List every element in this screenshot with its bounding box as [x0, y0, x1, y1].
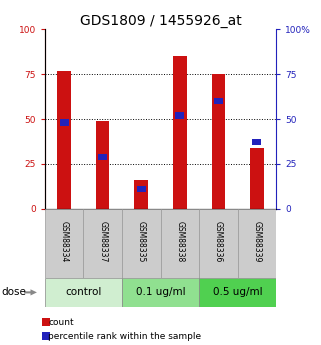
- Bar: [122, 209, 160, 278]
- Bar: [212, 74, 225, 209]
- Text: GSM88336: GSM88336: [214, 221, 223, 263]
- Bar: [160, 209, 199, 278]
- Text: control: control: [65, 287, 102, 297]
- Bar: [137, 186, 146, 192]
- Bar: [98, 154, 107, 160]
- Bar: [134, 180, 148, 209]
- Text: GSM88335: GSM88335: [137, 221, 146, 263]
- Bar: [214, 98, 223, 104]
- Bar: [60, 119, 69, 126]
- Bar: [96, 121, 109, 209]
- Text: percentile rank within the sample: percentile rank within the sample: [48, 332, 201, 341]
- Text: GSM88334: GSM88334: [60, 221, 69, 263]
- Text: GSM88337: GSM88337: [98, 221, 107, 263]
- Text: dose: dose: [2, 287, 26, 297]
- Bar: [173, 56, 187, 209]
- Bar: [122, 278, 199, 307]
- Text: GSM88338: GSM88338: [175, 221, 184, 263]
- Bar: [238, 209, 276, 278]
- Bar: [45, 209, 83, 278]
- Text: count: count: [48, 318, 74, 327]
- Bar: [45, 278, 122, 307]
- Bar: [199, 278, 276, 307]
- Bar: [57, 71, 71, 209]
- Title: GDS1809 / 1455926_at: GDS1809 / 1455926_at: [80, 14, 241, 28]
- Bar: [250, 148, 264, 209]
- Bar: [252, 139, 261, 146]
- Bar: [199, 209, 238, 278]
- Text: 0.1 ug/ml: 0.1 ug/ml: [136, 287, 185, 297]
- Bar: [83, 209, 122, 278]
- Text: 0.5 ug/ml: 0.5 ug/ml: [213, 287, 262, 297]
- Text: GSM88339: GSM88339: [252, 221, 261, 263]
- Bar: [175, 112, 184, 119]
